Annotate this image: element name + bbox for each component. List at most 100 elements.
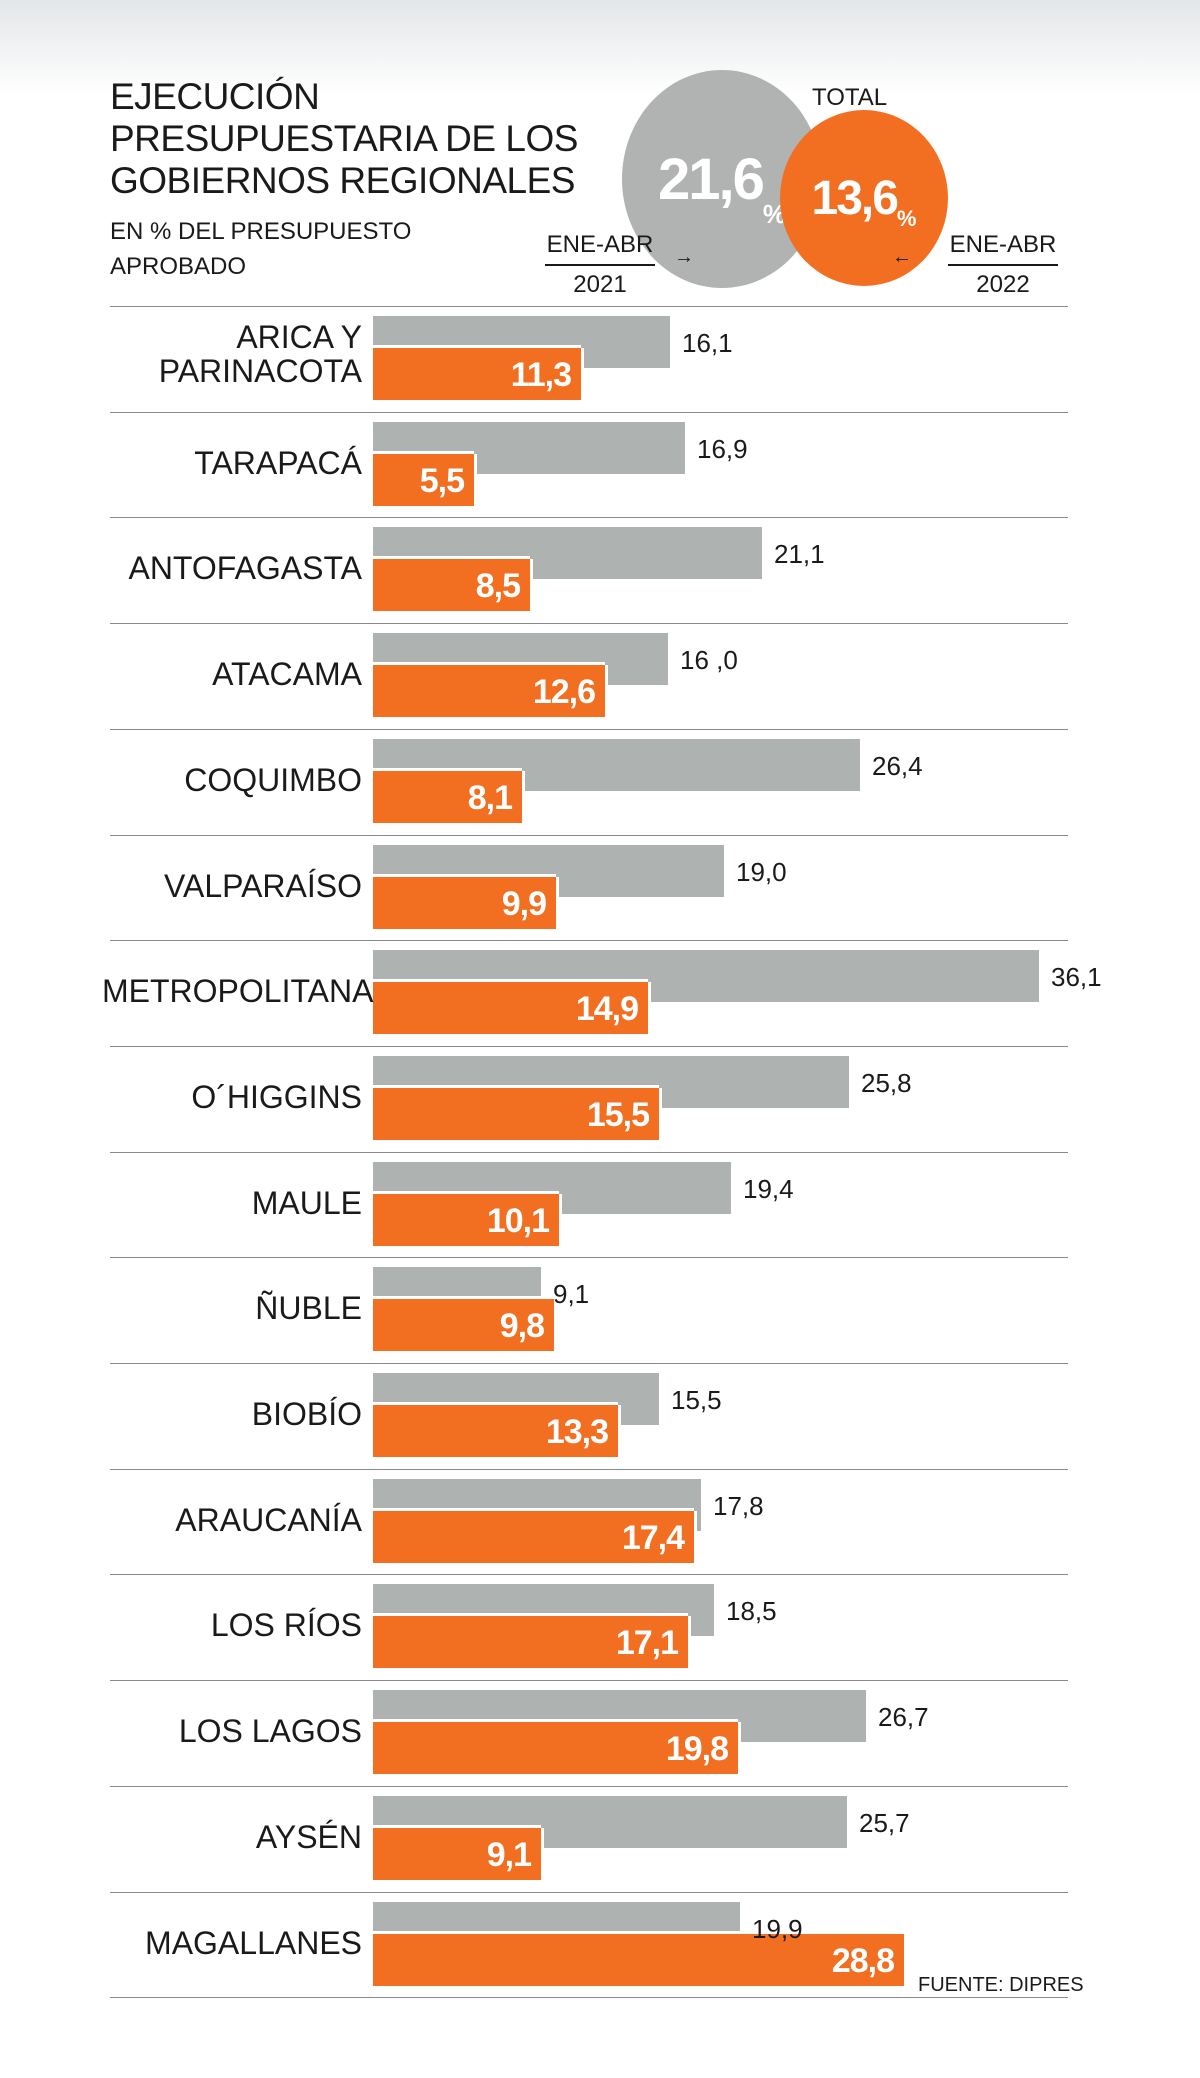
region-label: ÑUBLE	[255, 1290, 362, 1327]
region-label: MAULE	[251, 1184, 362, 1221]
value-label-2022: 17,4	[621, 1518, 685, 1557]
source-note: FUENTE: DIPRES	[918, 1974, 1084, 1996]
bar-2022	[373, 348, 581, 400]
row-separator	[110, 1045, 1068, 1047]
row-separator	[110, 728, 1068, 730]
bar-2022	[373, 982, 648, 1035]
row-separator	[110, 1363, 1068, 1364]
bar-2022	[373, 453, 474, 506]
bar-2022	[373, 1405, 618, 1457]
value-label-2022: 13,3	[545, 1413, 609, 1451]
row-separator	[110, 517, 1068, 519]
value-label-2022: 14,9	[575, 990, 639, 1029]
bar-2022	[373, 665, 605, 718]
value-label-2021: 19,4	[743, 1173, 794, 1204]
region-label: MAGALLANES	[145, 1924, 362, 1961]
value-label-2021: 16,1	[682, 328, 733, 358]
region-label: O´HIGGINS	[191, 1078, 362, 1115]
row-separator	[110, 1574, 1068, 1576]
bar-2022	[373, 1933, 904, 1986]
region-label: ANTOFAGASTA	[128, 550, 362, 587]
bar-2022	[373, 1616, 688, 1669]
arrow-left-icon: ←	[892, 246, 912, 268]
row-separator	[110, 411, 1068, 413]
total-2022-circle: 13,6%	[780, 110, 948, 286]
region-label: TARAPACÁ	[194, 444, 362, 481]
value-label-2022: 8,1	[467, 778, 513, 817]
bar-2022	[373, 559, 530, 612]
value-label-2022: 17,1	[615, 1624, 679, 1663]
value-label-2021: 36,1	[1051, 962, 1102, 993]
value-label-2021: 16,9	[697, 433, 748, 464]
value-label-2022: 8,5	[475, 567, 521, 606]
period-2022-bottom: 2022	[976, 271, 1030, 298]
row-separator	[110, 1891, 1068, 1893]
region-label: ARAUCANÍA	[175, 1501, 362, 1538]
period-2021-legend: ENE-ABR 2021	[545, 228, 655, 302]
region-label: BIOBÍO	[251, 1396, 362, 1432]
row-separator	[110, 1997, 1068, 1999]
row-separator	[110, 834, 1068, 836]
bar-2022	[373, 876, 556, 929]
value-label-2022: 9,1	[486, 1835, 532, 1874]
bar-2022	[373, 1510, 694, 1563]
value-label-2022: 10,1	[486, 1201, 550, 1240]
row-separator	[110, 306, 1068, 307]
region-label: LOS LAGOS	[178, 1713, 362, 1750]
period-2021-top: ENE-ABR	[546, 231, 654, 258]
value-label-2021: 19,0	[736, 856, 787, 887]
total-2021-value: 21,6	[657, 146, 765, 212]
value-label-2022: 15,5	[586, 1095, 650, 1134]
period-2022-divider	[948, 264, 1058, 266]
row-separator	[110, 1680, 1068, 1682]
value-label-2021: 25,8	[861, 1067, 912, 1098]
chart-subtitle: EN % DEL PRESUPUESTO APROBADO	[110, 218, 412, 280]
region-label: ARICA Y PARINACOTA	[158, 319, 362, 389]
bar-2022	[373, 1299, 554, 1352]
value-label-2021: 17,8	[713, 1490, 764, 1521]
row-separator	[110, 1785, 1068, 1787]
region-label: METROPOLITANA	[102, 973, 374, 1010]
value-label-2022: 9,9	[501, 884, 547, 923]
value-label-2022: 12,6	[532, 673, 596, 712]
value-label-2021: 9,1	[553, 1279, 590, 1310]
period-2021-divider	[545, 264, 655, 266]
value-label-2021: 19,9	[752, 1913, 803, 1944]
bar-2022	[373, 1827, 541, 1880]
region-label: COQUIMBO	[184, 761, 362, 798]
value-label-2021: 16 ,0	[680, 645, 738, 676]
total-label: TOTAL	[812, 84, 888, 111]
period-2022-legend: ENE-ABR 2022	[948, 228, 1058, 302]
row-separator	[110, 940, 1068, 942]
region-label: VALPARAÍSO	[164, 867, 362, 904]
bar-2022	[373, 770, 522, 823]
bar-2022	[373, 1722, 738, 1775]
value-label-2022: 28,8	[831, 1941, 895, 1980]
row-separator	[110, 1257, 1068, 1259]
period-2021-bottom: 2021	[573, 271, 627, 298]
value-label-2022: 19,8	[665, 1730, 729, 1769]
value-label-2021: 26,7	[878, 1702, 929, 1733]
header-background	[0, 0, 1200, 95]
arrow-right-icon: →	[674, 246, 694, 268]
value-label-2022: 5,5	[419, 461, 465, 500]
total-2022-value: 13,6	[811, 171, 899, 225]
chart-title: EJECUCIÓN PRESUPUESTARIA DE LOS GOBIERNO…	[110, 76, 578, 201]
value-label-2021: 15,5	[671, 1385, 722, 1415]
value-label-2022: 11,3	[510, 356, 572, 394]
value-label-2021: 21,1	[774, 539, 825, 570]
region-label: ATACAMA	[212, 656, 362, 693]
region-label: AYSÉN	[255, 1818, 362, 1855]
total-2022-pct: %	[896, 206, 917, 231]
value-label-2021: 18,5	[726, 1596, 777, 1627]
value-label-2021: 25,7	[859, 1807, 910, 1838]
row-separator	[110, 1468, 1068, 1470]
region-label: LOS RÍOS	[210, 1607, 362, 1644]
row-separator	[110, 623, 1068, 625]
value-label-2022: 9,8	[499, 1307, 545, 1346]
bar-2022	[373, 1087, 659, 1140]
period-2022-top: ENE-ABR	[949, 231, 1057, 258]
value-label-2021: 26,4	[872, 750, 923, 781]
row-separator	[110, 1151, 1068, 1153]
